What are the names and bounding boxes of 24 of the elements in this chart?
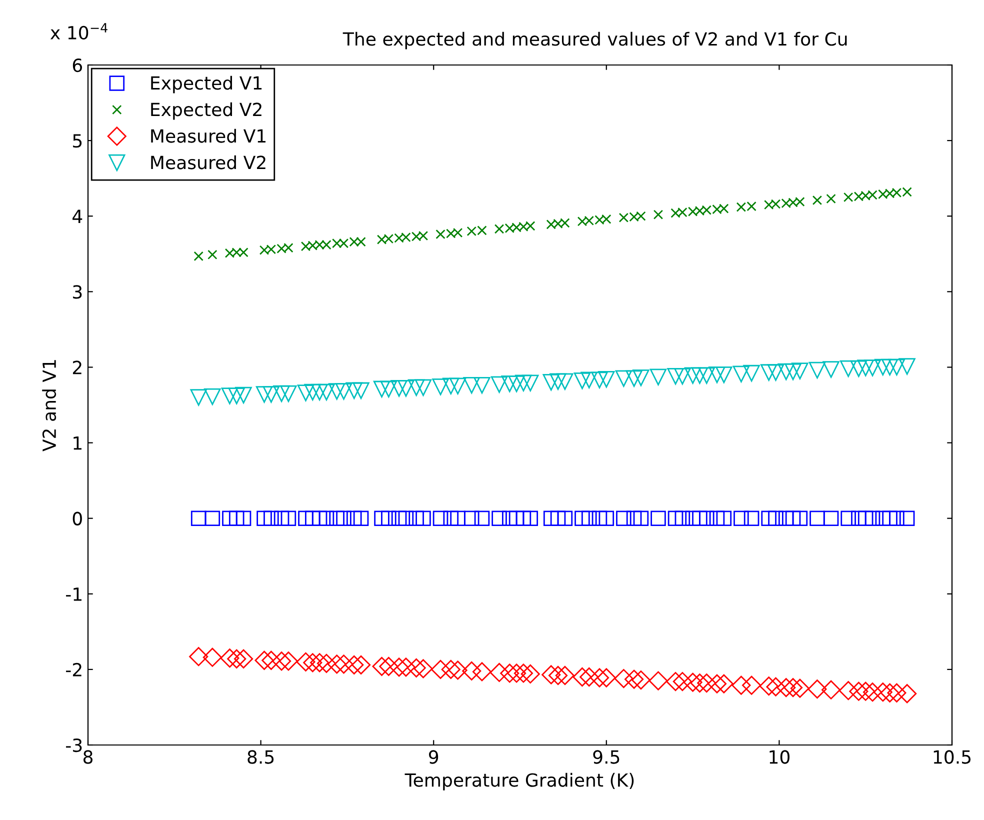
y-tick-label: -2 (66, 662, 82, 676)
legend-label: Measured V1 (151, 128, 266, 143)
x-tick-label: 10.5 (934, 750, 971, 764)
x-tick-label: 10 (770, 750, 790, 764)
y-axis-title: V2 and V1 (42, 360, 56, 452)
chart-title: The expected and measured values of V2 and V1 for Cu (342, 32, 847, 50)
text: x 10$^{−4}$ (50, 23, 108, 40)
legend-label: Expected V2 (151, 102, 262, 120)
y-tick-label: 2 (72, 360, 82, 374)
y-tick-label: -3 (66, 738, 82, 752)
x-tick-label: 8 (83, 750, 93, 764)
y-tick-label: 6 (72, 58, 82, 72)
x-tick-label: 8.5 (248, 750, 274, 764)
x-tick-label: 9 (428, 750, 438, 764)
legend-label: Expected V1 (151, 76, 262, 94)
y-tick-label: 4 (72, 210, 82, 223)
x-axis-title: Temperature Gradient (K) (404, 772, 634, 790)
y-tick-label: 5 (73, 134, 82, 148)
y-tick-label: 1 (74, 436, 82, 450)
y-tick-label: -1 (66, 588, 82, 601)
legend-label: Measured V2 (151, 155, 266, 170)
x-tick-label: 9.5 (593, 750, 620, 764)
y-tick-label: 3 (73, 285, 82, 299)
y-tick-label: 0 (72, 512, 82, 526)
